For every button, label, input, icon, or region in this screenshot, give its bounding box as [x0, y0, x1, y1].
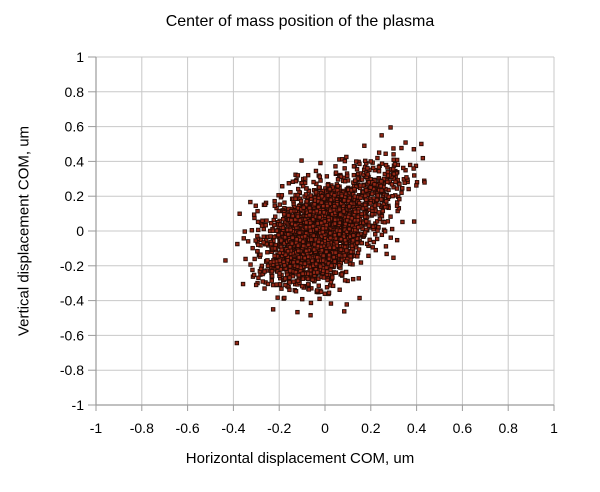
svg-text:0.4: 0.4 [65, 153, 85, 169]
svg-text:-0.8: -0.8 [130, 420, 154, 436]
svg-text:-1: -1 [72, 397, 85, 413]
svg-text:0: 0 [321, 420, 329, 436]
svg-text:0: 0 [76, 223, 84, 239]
chart-title: Center of mass position of the plasma [165, 13, 435, 30]
y-tick-labels: 1 0.8 0.6 0.4 0.2 0 -0.2 -0.4 -0.6 -0.8 -1 [60, 49, 84, 413]
svg-text:1: 1 [550, 420, 558, 436]
svg-text:-0.4: -0.4 [60, 293, 84, 309]
svg-text:1: 1 [76, 49, 84, 65]
tick-marks [88, 56, 555, 411]
scatter-points [223, 125, 427, 346]
svg-text:0.8: 0.8 [498, 420, 518, 436]
svg-text:0.8: 0.8 [65, 84, 85, 100]
x-axis-title: Horizontal displacement COM, um [185, 450, 415, 467]
svg-text:0.2: 0.2 [361, 420, 381, 436]
svg-text:-0.4: -0.4 [221, 420, 245, 436]
svg-text:0.2: 0.2 [65, 188, 85, 204]
svg-text:-0.6: -0.6 [176, 420, 200, 436]
x-tick-labels: -1 -0.8 -0.6 -0.4 -0.2 0 0.2 0.4 0.6 0.8 1 [90, 420, 558, 436]
svg-text:-0.2: -0.2 [267, 420, 291, 436]
svg-text:0.6: 0.6 [453, 420, 473, 436]
svg-text:0.6: 0.6 [65, 119, 85, 135]
svg-text:-0.6: -0.6 [60, 327, 84, 343]
svg-text:0.4: 0.4 [407, 420, 427, 436]
svg-text:-1: -1 [90, 420, 103, 436]
svg-text:-0.2: -0.2 [60, 258, 84, 274]
svg-text:-0.8: -0.8 [60, 362, 84, 378]
